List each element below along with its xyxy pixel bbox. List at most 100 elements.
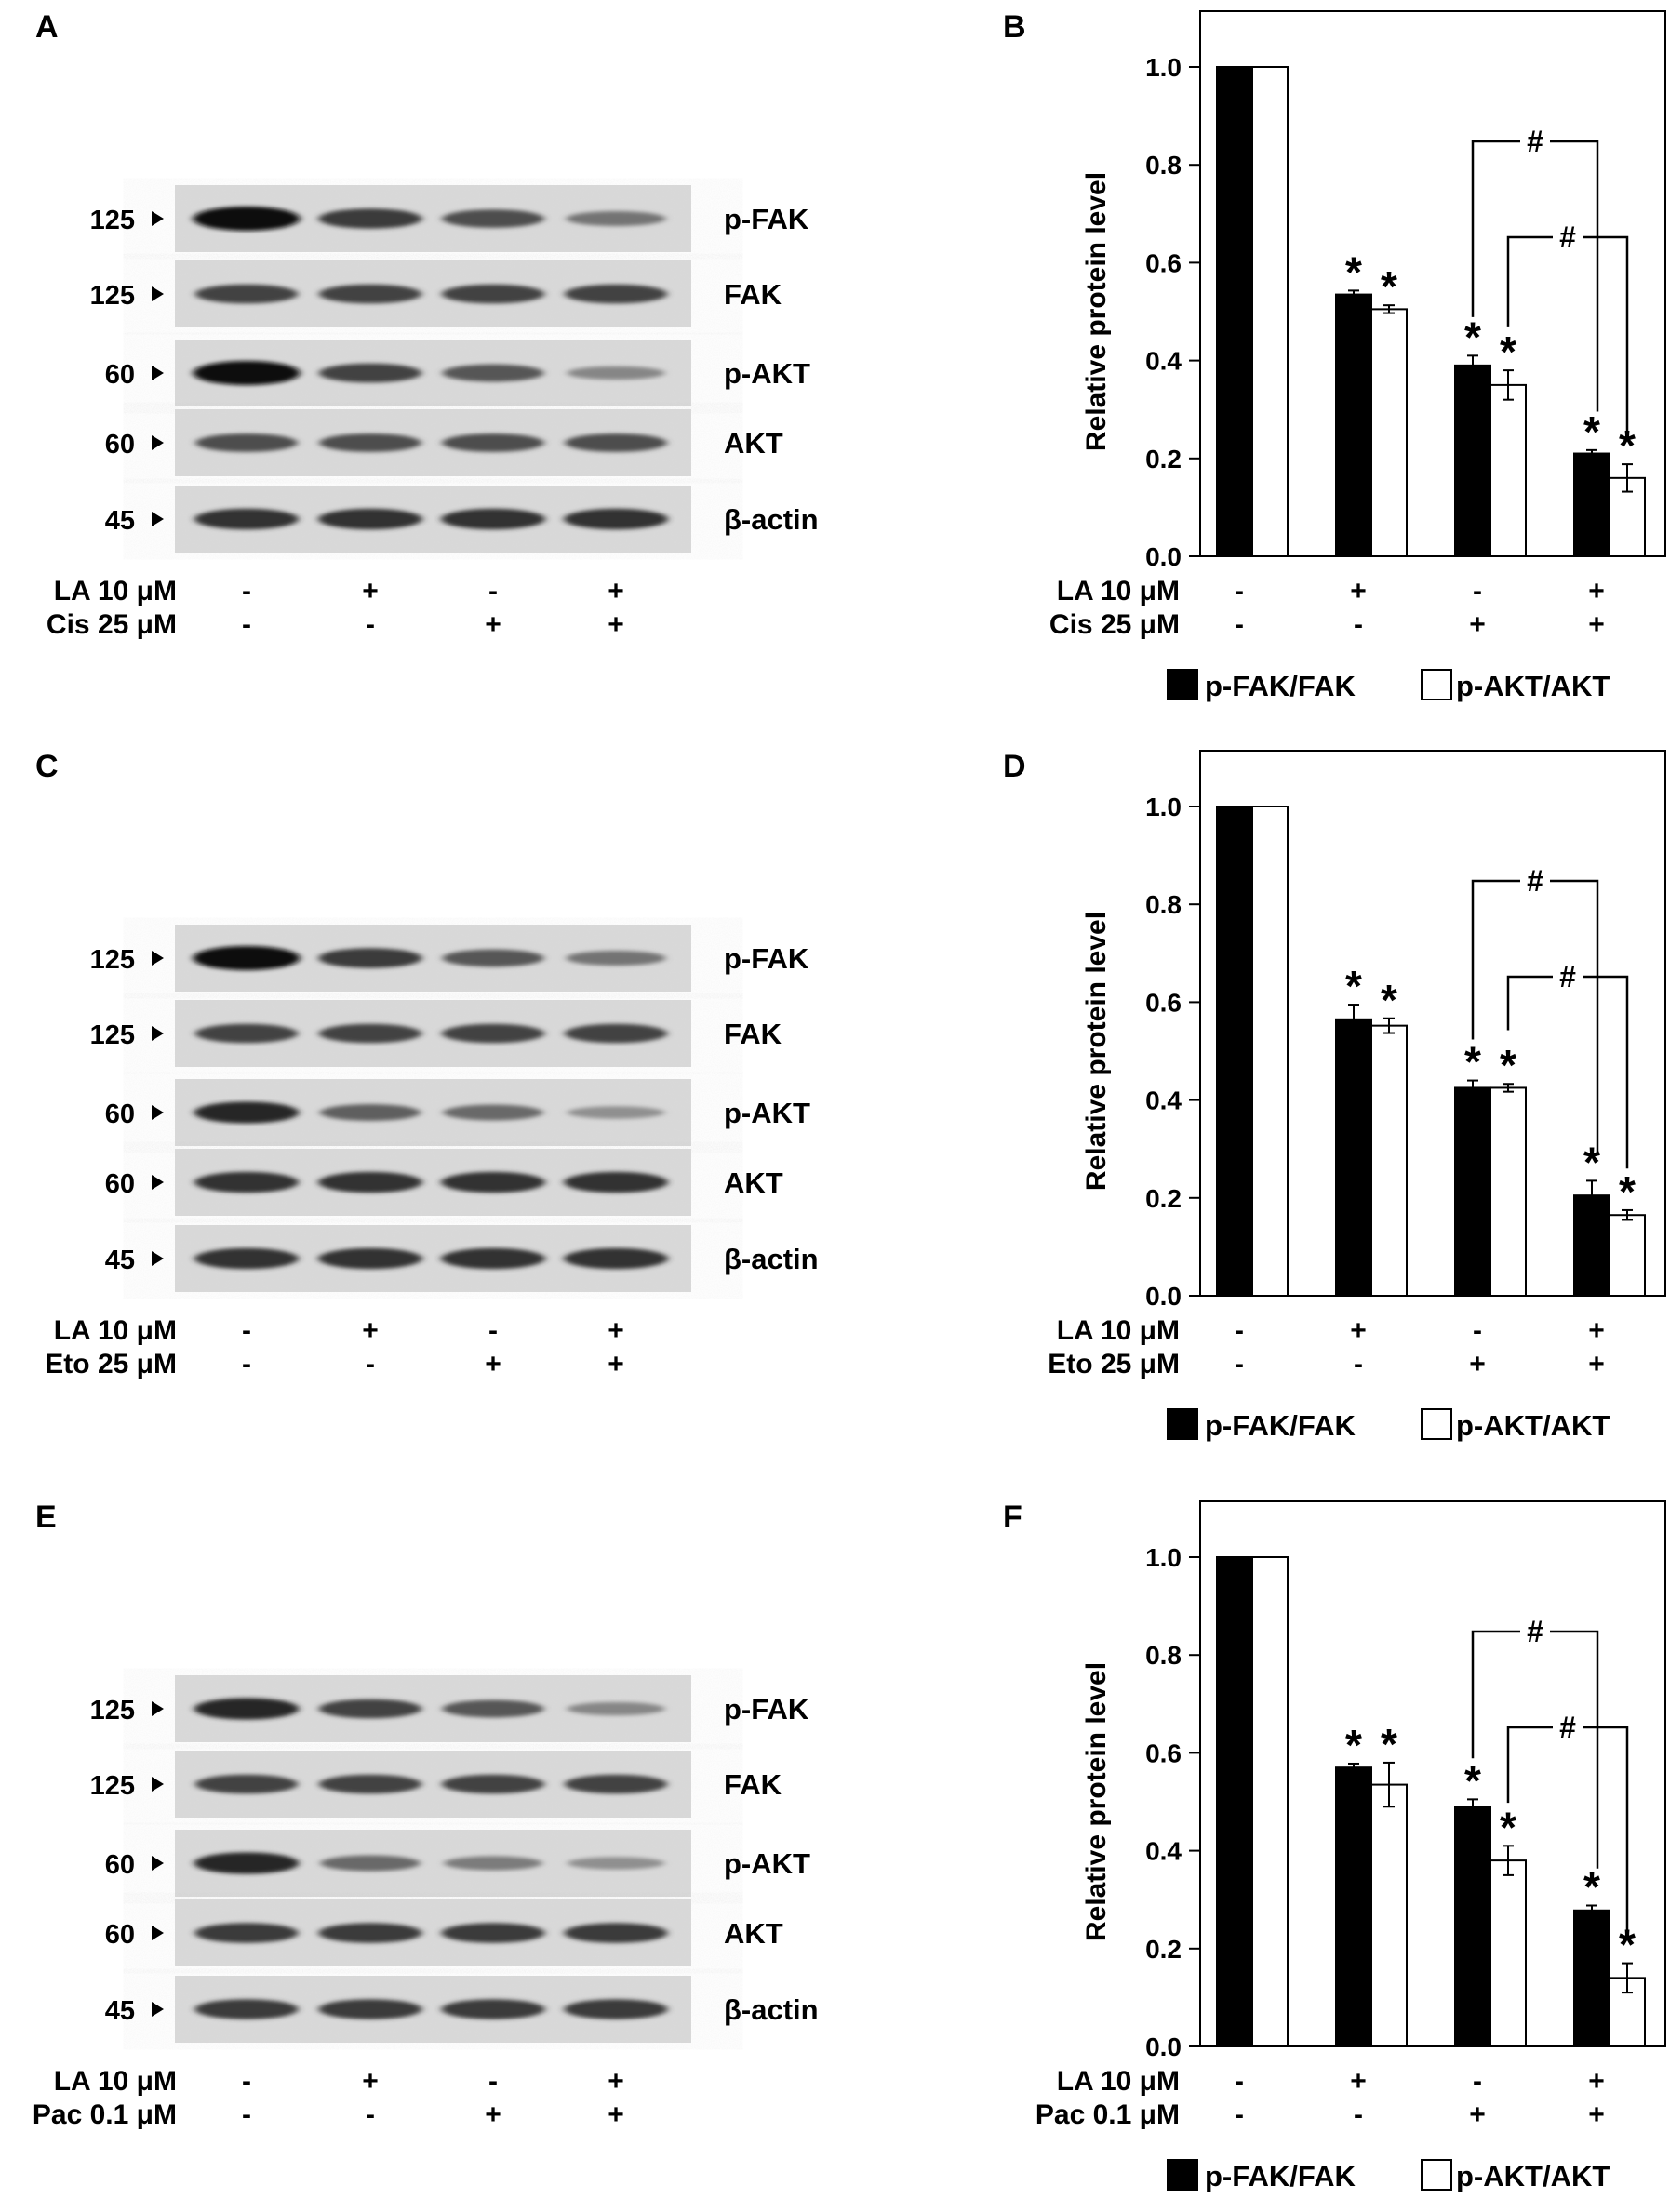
band-size-label: 45 [105, 1996, 135, 2026]
bar [1454, 1086, 1491, 1297]
hash-mark: # [1527, 864, 1543, 898]
significance-star: * [1345, 1721, 1362, 1769]
significance-star: * [1583, 1863, 1600, 1912]
band-size-label: 60 [105, 360, 135, 390]
bar [1216, 1556, 1253, 2047]
bar [1609, 1214, 1646, 1297]
blot-strip [175, 1079, 691, 1146]
panel-letter-blot: C [35, 749, 59, 784]
chart-treatment-label: LA 10 μM [1057, 2066, 1180, 2097]
treatment-label: LA 10 μM [54, 2066, 177, 2097]
treatment-sign: - [366, 1349, 375, 1379]
band-name-label: p-FAK [724, 942, 809, 975]
band-size-label: 60 [105, 1099, 135, 1129]
band-arrow-icon [152, 286, 164, 301]
y-tick-label: 1.0 [1145, 53, 1182, 82]
band-name-label: p-FAK [724, 203, 809, 235]
treatment-sign: + [608, 1349, 624, 1379]
blot-band [564, 1923, 668, 1943]
chart-treatment-sign: + [1588, 2099, 1605, 2130]
band-arrow-icon [152, 1105, 164, 1120]
bar [1573, 1909, 1610, 2047]
y-axis-label: Relative protein level [1081, 912, 1112, 1191]
blot-band [194, 1923, 299, 1943]
bar [1251, 806, 1289, 1297]
band-name-label: β-actin [724, 1993, 819, 2026]
significance-star: * [1500, 1803, 1516, 1851]
bracket-gap [1520, 864, 1550, 898]
blot-band [194, 1852, 300, 1874]
blot-band [318, 948, 422, 968]
blot-band [567, 366, 665, 380]
blot-band [194, 1774, 299, 1794]
legend-swatch-white [1421, 669, 1452, 700]
blot-band [564, 1999, 668, 2019]
blot-strip [175, 260, 691, 327]
comparison-bracket [1471, 1630, 1599, 1869]
blot-band [567, 1701, 665, 1716]
hash-mark: # [1559, 220, 1576, 254]
blot-band [564, 1247, 668, 1270]
band-size-label: 125 [90, 206, 135, 235]
treatment-sign: - [488, 2066, 498, 2097]
band-arrow-icon [152, 1175, 164, 1190]
band-size-label: 45 [105, 506, 135, 536]
treatment-sign: - [366, 609, 375, 640]
chart-treatment-sign: + [1469, 2099, 1486, 2130]
blot-band [441, 508, 545, 530]
bar [1490, 1086, 1527, 1297]
blot-band [318, 1023, 422, 1044]
chart-frame [1199, 10, 1666, 557]
treatment-sign: - [242, 2066, 251, 2097]
panel-letter-blot: E [35, 1499, 57, 1535]
blot-strip [175, 925, 691, 992]
bar [1370, 1783, 1408, 2047]
blot-band [442, 949, 544, 967]
blot-band [318, 1699, 422, 1719]
bar [1251, 1556, 1289, 2047]
significance-star: * [1464, 1038, 1481, 1086]
band-name-label: AKT [724, 1166, 783, 1199]
bar-chart: 0.0 0.2 0.4 0.6 0.8 1.0 Relative protein level… [1081, 10, 1666, 702]
significance-star: * [1583, 1138, 1600, 1186]
y-axis-label: Relative protein level [1081, 172, 1112, 451]
band-name-label: AKT [724, 1917, 783, 1950]
y-tick-label: 0.4 [1145, 1086, 1182, 1115]
chart-treatment-sign: - [1473, 576, 1482, 606]
band-arrow-icon [152, 1777, 164, 1792]
band-arrow-icon [152, 2002, 164, 2017]
treatment-sign: - [242, 1315, 251, 1346]
y-tick-label: 0.6 [1145, 248, 1182, 277]
treatment-label: Cis 25 μM [47, 609, 177, 640]
blot-band [194, 1247, 299, 1270]
band-name-label: p-FAK [724, 1693, 809, 1726]
treatment-sign: - [242, 609, 251, 640]
band-arrow-icon [152, 1701, 164, 1716]
blot-band [318, 1247, 422, 1270]
treatment-sign: - [242, 2099, 251, 2130]
treatment-sign: - [242, 1349, 251, 1379]
chart-treatment-sign: - [1473, 1315, 1482, 1346]
significance-star: * [1345, 247, 1362, 296]
hash-mark: # [1527, 1615, 1543, 1648]
blot-band [565, 433, 667, 452]
legend-label: p-FAK/FAK [1205, 670, 1356, 702]
chart-treatment-sign: - [1354, 1349, 1363, 1379]
band-size-label: 60 [105, 1169, 135, 1199]
band-arrow-icon [152, 211, 164, 226]
y-tick-label: 0.4 [1145, 1837, 1182, 1866]
significance-star: * [1619, 421, 1636, 470]
blot-band [194, 1999, 299, 2019]
significance-star: * [1583, 407, 1600, 456]
blot-band [194, 508, 299, 530]
treatment-sign: + [362, 1315, 379, 1346]
panel-letter-blot: A [35, 9, 59, 45]
band-arrow-icon [152, 951, 164, 966]
blot-band [441, 284, 545, 304]
blot-strip [175, 1751, 691, 1818]
blot-band [319, 433, 421, 452]
blot-band [318, 508, 422, 530]
significance-star: * [1381, 1720, 1397, 1768]
blot-band [441, 1999, 545, 2019]
